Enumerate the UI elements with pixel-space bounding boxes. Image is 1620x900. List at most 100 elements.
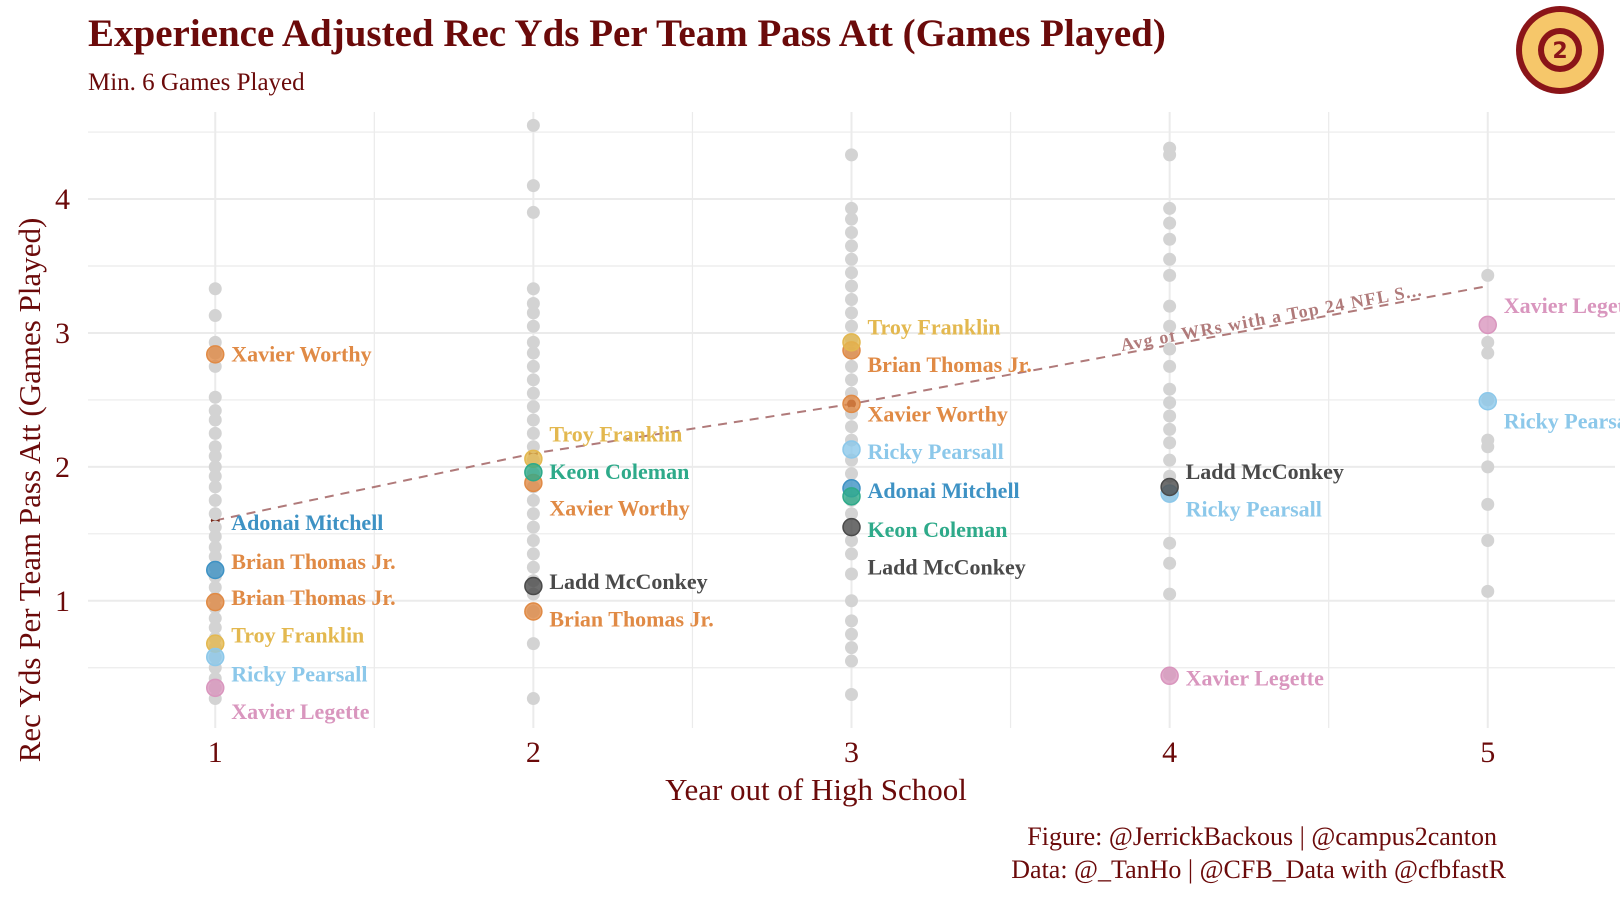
background-point	[845, 420, 858, 434]
background-point	[1163, 453, 1177, 467]
background-point	[845, 507, 858, 521]
background-point	[1481, 433, 1495, 447]
background-point	[526, 507, 540, 521]
background-point	[1163, 587, 1177, 601]
background-point	[1163, 252, 1177, 266]
background-point	[1163, 359, 1177, 373]
background-point	[526, 493, 540, 507]
background-point	[526, 534, 540, 548]
x-axis-title: Year out of High School	[665, 772, 967, 807]
background-point	[208, 440, 222, 454]
highlight-points	[206, 315, 1497, 698]
background-point	[1481, 584, 1495, 598]
background-point	[208, 540, 222, 554]
x-tick-label: 1	[208, 736, 223, 769]
background-point	[1163, 216, 1177, 230]
highlight-point	[842, 487, 861, 506]
background-point	[845, 594, 858, 608]
highlight-point	[206, 647, 225, 667]
background-point	[208, 282, 222, 296]
background-point	[845, 373, 858, 387]
y-tick-label: 2	[55, 451, 70, 484]
background-point	[526, 637, 540, 651]
background-point	[526, 547, 540, 561]
background-point	[526, 306, 540, 320]
point-label: Troy Franklin	[231, 623, 364, 648]
highlight-point	[842, 440, 861, 459]
background-point	[208, 359, 222, 373]
caption-data: Data: @_TanHo | @CFB_Data with @cfbfastR	[1011, 855, 1506, 884]
background-point	[1163, 536, 1177, 550]
point-label: Brian Thomas Jr.	[868, 352, 1032, 377]
background-point	[208, 449, 222, 463]
point-label: Xavier Worthy	[549, 495, 689, 520]
background-point	[845, 534, 858, 548]
point-label: Ricky Pearsall	[231, 661, 367, 686]
background-point	[526, 359, 540, 373]
background-point	[845, 359, 858, 373]
background-point	[208, 413, 222, 427]
background-point	[845, 201, 858, 215]
background-point	[845, 688, 858, 702]
point-label: Troy Franklin	[868, 315, 1001, 340]
background-point	[1481, 268, 1495, 282]
point-label: Brian Thomas Jr.	[549, 607, 713, 632]
background-point	[845, 319, 858, 333]
background-point	[526, 400, 540, 414]
background-point	[208, 460, 222, 474]
x-tick-label: 3	[844, 736, 859, 769]
background-point	[208, 580, 222, 594]
campus2canton-logo: 2	[1516, 6, 1604, 94]
background-point	[1163, 422, 1177, 436]
point-label: Ladd McConkey	[549, 569, 707, 594]
background-point	[1481, 335, 1495, 349]
background-point	[845, 266, 858, 280]
background-point	[208, 530, 222, 544]
highlight-point	[206, 560, 225, 580]
y-axis-ticks: 1 2 3 4	[55, 183, 70, 618]
point-label: Ricky Pearsall	[1186, 497, 1322, 522]
background-point	[1481, 346, 1495, 360]
point-labels: Xavier Worthy Adonai Mitchell Brian Thomas…	[231, 293, 1620, 724]
background-point	[526, 426, 540, 440]
background-point	[845, 467, 858, 481]
background-point	[526, 440, 540, 454]
point-label: Keon Coleman	[549, 459, 689, 484]
background-point	[1481, 460, 1495, 474]
svg-text:2: 2	[1552, 39, 1567, 64]
background-point	[208, 335, 222, 349]
background-point	[208, 550, 222, 564]
background-point	[208, 621, 222, 635]
background-point	[208, 309, 222, 323]
highlight-point	[1478, 315, 1497, 335]
background-point	[208, 480, 222, 494]
background-point	[845, 306, 858, 320]
background-point	[845, 292, 858, 306]
y-tick-label: 1	[55, 585, 70, 618]
background-point	[1163, 382, 1177, 396]
background-point	[1163, 141, 1177, 155]
highlight-point	[206, 678, 225, 698]
point-label: Troy Franklin	[549, 422, 682, 447]
point-label: Ricky Pearsall	[868, 439, 1004, 464]
highlight-point	[206, 592, 225, 612]
background-point	[526, 282, 540, 296]
point-label: Brian Thomas Jr.	[231, 549, 395, 574]
highlight-point	[842, 394, 861, 414]
background-point	[845, 614, 858, 628]
background-point	[208, 390, 222, 404]
background-point	[1163, 556, 1177, 570]
background-point	[845, 148, 858, 162]
background-point	[1481, 497, 1495, 511]
background-point	[1163, 268, 1177, 282]
point-label: Adonai Mitchell	[231, 510, 383, 535]
highlight-point	[1160, 477, 1179, 497]
background-point	[845, 252, 858, 266]
point-label: Xavier Worthy	[231, 341, 371, 366]
caption-figure: Figure: @JerrickBackous | @campus2canton	[1027, 822, 1497, 851]
x-axis-ticks: 1 2 3 4 5	[208, 736, 1496, 769]
background-point	[526, 319, 540, 333]
x-tick-label: 4	[1162, 736, 1177, 769]
background-point	[845, 547, 858, 561]
grid	[88, 112, 1615, 728]
